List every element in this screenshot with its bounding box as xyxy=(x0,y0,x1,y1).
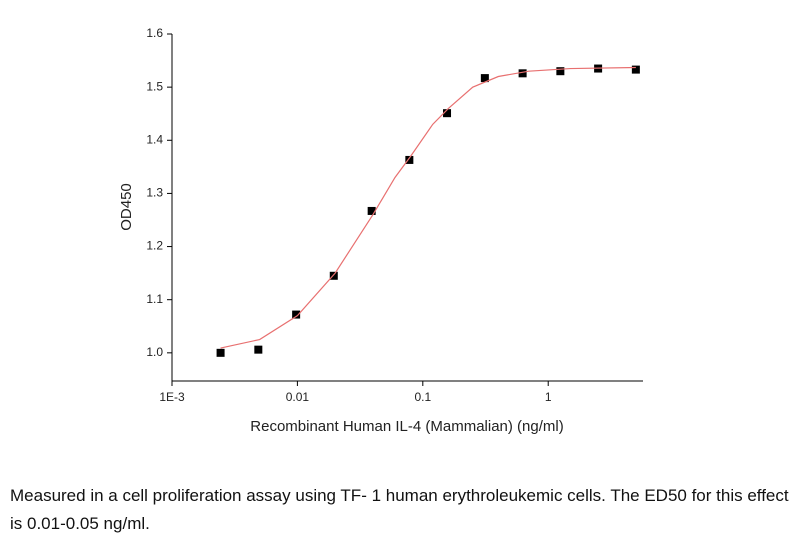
data-point xyxy=(480,74,489,83)
chart: Recombinant Human IL-4 (Mammalian) (ng/m… xyxy=(118,26,643,435)
x-axis-label: Recombinant Human IL-4 (Mammalian) (ng/m… xyxy=(250,418,563,435)
y-tick-label: 1.3 xyxy=(146,186,163,200)
data-point xyxy=(254,345,263,354)
y-tick-label: 1.0 xyxy=(146,345,163,359)
fit-curve xyxy=(220,66,636,349)
data-point xyxy=(367,206,376,215)
data-point xyxy=(518,69,527,78)
caption: Measured in a cell proliferation assay u… xyxy=(10,486,789,533)
data-point xyxy=(556,67,565,76)
y-tick-label: 1.5 xyxy=(146,79,163,93)
data-point xyxy=(292,310,301,319)
data-point xyxy=(216,348,225,357)
data-point xyxy=(631,65,640,74)
y-tick-label: 1.2 xyxy=(146,239,163,253)
data-point xyxy=(405,155,414,164)
data-point xyxy=(329,271,338,280)
y-axis-label: OD450 xyxy=(118,183,135,231)
y-tick-label: 1.1 xyxy=(146,292,163,306)
y-tick-label: 1.4 xyxy=(146,132,163,146)
x-tick-label: 0.1 xyxy=(414,390,431,404)
data-point xyxy=(443,109,452,118)
x-tick-label: 1 xyxy=(545,390,552,404)
x-tick-label: 1E-3 xyxy=(159,390,185,404)
y-tick-label: 1.6 xyxy=(146,26,163,40)
x-tick-label: 0.01 xyxy=(286,390,310,404)
